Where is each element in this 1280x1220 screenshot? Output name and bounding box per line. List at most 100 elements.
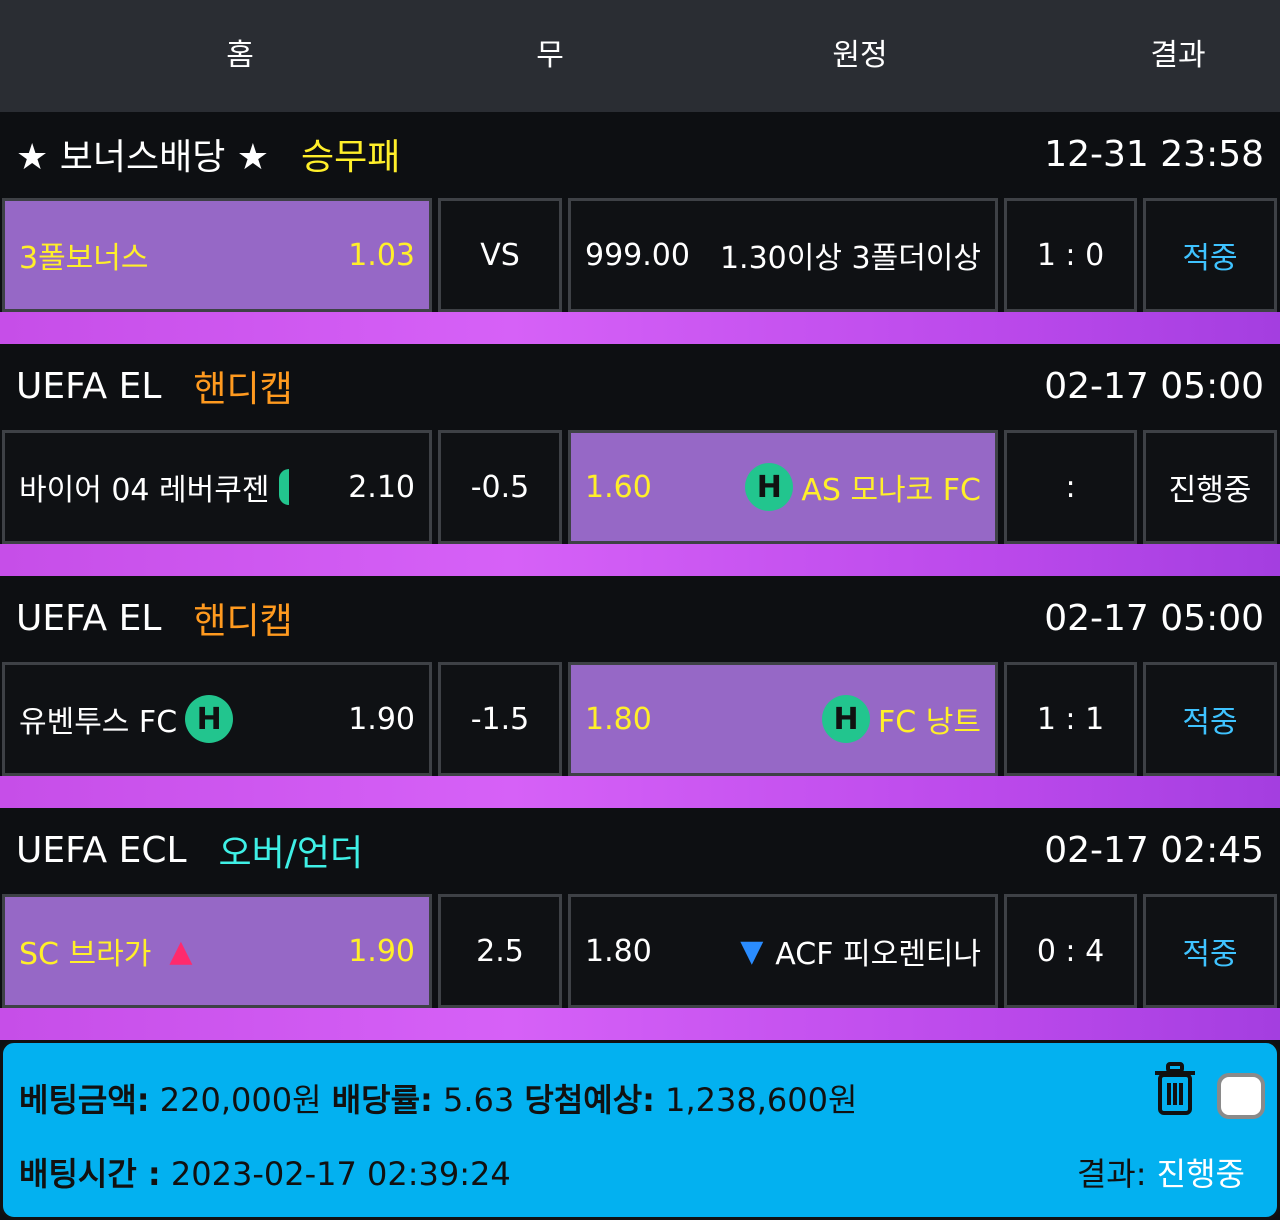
home-odds: 1.90: [348, 701, 415, 737]
bet-time-label: 배팅시간 :: [19, 1155, 161, 1193]
away-odds: 999.00: [585, 237, 690, 273]
score-cell: 1 : 1: [1004, 662, 1137, 776]
match-time: 02-17 02:45: [1044, 829, 1264, 871]
away-option[interactable]: 1.80 H FC 낭트: [568, 662, 998, 776]
match-row: 바이어 04 레버쿠젠 2.10 -0.5 1.60 H AS 모나코 FC : …: [0, 428, 1280, 544]
away-option[interactable]: 1.60 H AS 모나코 FC: [568, 430, 998, 544]
handicap-badge-icon: H: [185, 695, 234, 743]
result-cell: 적중: [1143, 894, 1277, 1008]
league-name: UEFA ECL: [16, 829, 187, 871]
handicap-cell[interactable]: 2.5: [438, 894, 562, 1008]
match-row: SC 브라가 ▲ 1.90 2.5 1.80 ▼ ACF 피오렌티나 0 : 4 적…: [0, 892, 1280, 1008]
match-result: 진행중: [1168, 473, 1252, 508]
match-time: 12-31 23:58: [1044, 133, 1264, 175]
home-team: 3폴보너스: [19, 241, 149, 276]
select-checkbox[interactable]: [1217, 1073, 1265, 1119]
away-odds: 1.80: [585, 933, 652, 969]
bet-amount: 220,000원: [159, 1081, 322, 1119]
bet-amount-label: 베팅금액:: [19, 1081, 150, 1119]
score-cell: 1 : 0: [1004, 198, 1137, 312]
column-header: 홈 무 원정 결과: [0, 0, 1280, 112]
away-odds: 1.60: [585, 469, 652, 505]
col-away: 원정: [832, 38, 888, 73]
handicap-value: VS: [480, 237, 520, 273]
match-time: 02-17 05:00: [1044, 365, 1264, 407]
match-row: 유벤투스 FC H 1.90 -1.5 1.80 H FC 낭트 1 : 1 적중: [0, 660, 1280, 776]
bet-time: 배팅시간 : 2023-02-17 02:39:24: [19, 1149, 511, 1195]
col-draw: 무: [536, 38, 564, 73]
score-cell: 0 : 4: [1004, 894, 1137, 1008]
home-team: 바이어 04 레버쿠젠: [19, 473, 270, 508]
handicap-cell[interactable]: -1.5: [438, 662, 562, 776]
handicap-value: 2.5: [476, 933, 524, 969]
result-cell: 적중: [1143, 198, 1277, 312]
handicap-cell[interactable]: VS: [438, 198, 562, 312]
away-team: FC 낭트: [878, 705, 981, 740]
match-result: 적중: [1182, 241, 1238, 276]
score: 1 : 0: [1036, 237, 1105, 273]
odds-label: 배당률:: [331, 1081, 433, 1119]
over-arrow-icon: ▲: [169, 933, 193, 969]
league-name: ★ 보너스배당 ★: [16, 137, 270, 178]
away-option[interactable]: 999.00 1.30이상 3폴더이상: [568, 198, 998, 312]
bet-type: 핸디캡: [193, 601, 293, 642]
result-cell: 적중: [1143, 662, 1277, 776]
match-header: UEFA EL 핸디캡 02-17 05:00: [0, 576, 1280, 660]
match-header: UEFA ECL 오버/언더 02-17 02:45: [0, 808, 1280, 892]
match-header: UEFA EL 핸디캡 02-17 05:00: [0, 344, 1280, 428]
handicap-cell[interactable]: -0.5: [438, 430, 562, 544]
handicap-badge-icon: H: [745, 463, 794, 511]
bet-type: 핸디캡: [193, 369, 293, 410]
away-team: AS 모나코 FC: [801, 473, 981, 508]
under-arrow-icon: ▼: [740, 933, 764, 969]
home-option[interactable]: 유벤투스 FC H 1.90: [2, 662, 432, 776]
home-option[interactable]: SC 브라가 ▲ 1.90: [2, 894, 432, 1008]
match-result: 적중: [1182, 705, 1238, 740]
match-header: ★ 보너스배당 ★ 승무패 12-31 23:58: [0, 112, 1280, 196]
handicap-badge-icon: H: [822, 695, 871, 743]
score: 0 : 4: [1036, 933, 1105, 969]
home-odds: 2.10: [348, 469, 415, 505]
bet-time-value: 2023-02-17 02:39:24: [170, 1155, 511, 1193]
result-label: 결과:: [1076, 1155, 1147, 1193]
home-option[interactable]: 3폴보너스 1.03: [2, 198, 432, 312]
bet-list: ★ 보너스배당 ★ 승무패 12-31 23:58 3폴보너스 1.03 VS …: [0, 112, 1280, 1040]
score: :: [1065, 469, 1076, 505]
col-result: 결과: [1150, 38, 1206, 73]
result-value: 진행중: [1156, 1155, 1245, 1193]
col-home: 홈: [226, 38, 254, 73]
divider-strip: [0, 1008, 1280, 1040]
match-result: 적중: [1182, 937, 1238, 972]
league-name: UEFA EL: [16, 597, 162, 639]
handicap-badge-icon: [279, 469, 290, 505]
away-team: 1.30이상 3폴더이상: [719, 241, 981, 276]
home-odds: 1.90: [348, 933, 415, 969]
bet-info: 베팅금액: 220,000원 배당률: 5.63 당첨예상: 1,238,600…: [19, 1075, 857, 1121]
divider-strip: [0, 544, 1280, 576]
handicap-value: -1.5: [470, 701, 530, 737]
bet-type: 승무패: [301, 137, 401, 178]
match-time: 02-17 05:00: [1044, 597, 1264, 639]
match-row: 3폴보너스 1.03 VS 999.00 1.30이상 3폴더이상 1 : 0 …: [0, 196, 1280, 312]
expected-win-label: 당첨예상:: [524, 1081, 655, 1119]
home-team: 유벤투스 FC: [19, 705, 178, 740]
bet-result: 결과: 진행중: [1077, 1149, 1245, 1195]
away-odds: 1.80: [585, 701, 652, 737]
score: 1 : 1: [1036, 701, 1105, 737]
divider-strip: [0, 776, 1280, 808]
away-option[interactable]: 1.80 ▼ ACF 피오렌티나: [568, 894, 998, 1008]
result-cell: 진행중: [1143, 430, 1277, 544]
league-name: UEFA EL: [16, 365, 162, 407]
score-cell: :: [1004, 430, 1137, 544]
bet-summary: 베팅금액: 220,000원 배당률: 5.63 당첨예상: 1,238,600…: [0, 1040, 1280, 1220]
expected-win: 1,238,600원: [665, 1081, 858, 1119]
home-team: SC 브라가: [19, 937, 152, 972]
divider-strip: [0, 312, 1280, 344]
away-team: ACF 피오렌티나: [775, 937, 981, 972]
home-odds: 1.03: [348, 237, 415, 273]
total-odds: 5.63: [442, 1081, 515, 1119]
trash-icon[interactable]: [1151, 1061, 1199, 1117]
bet-type: 오버/언더: [218, 833, 364, 874]
handicap-value: -0.5: [470, 469, 530, 505]
home-option[interactable]: 바이어 04 레버쿠젠 2.10: [2, 430, 432, 544]
